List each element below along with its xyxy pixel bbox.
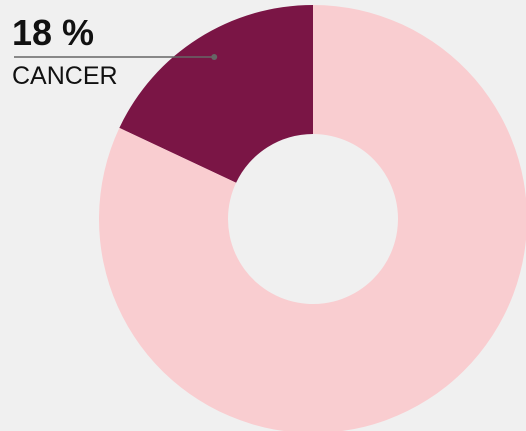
donut-segment [119,5,314,183]
value-label: 18 % [12,12,94,53]
donut-segment [99,5,526,431]
category-label: CANCER [12,62,118,90]
leader-dot [211,54,218,60]
